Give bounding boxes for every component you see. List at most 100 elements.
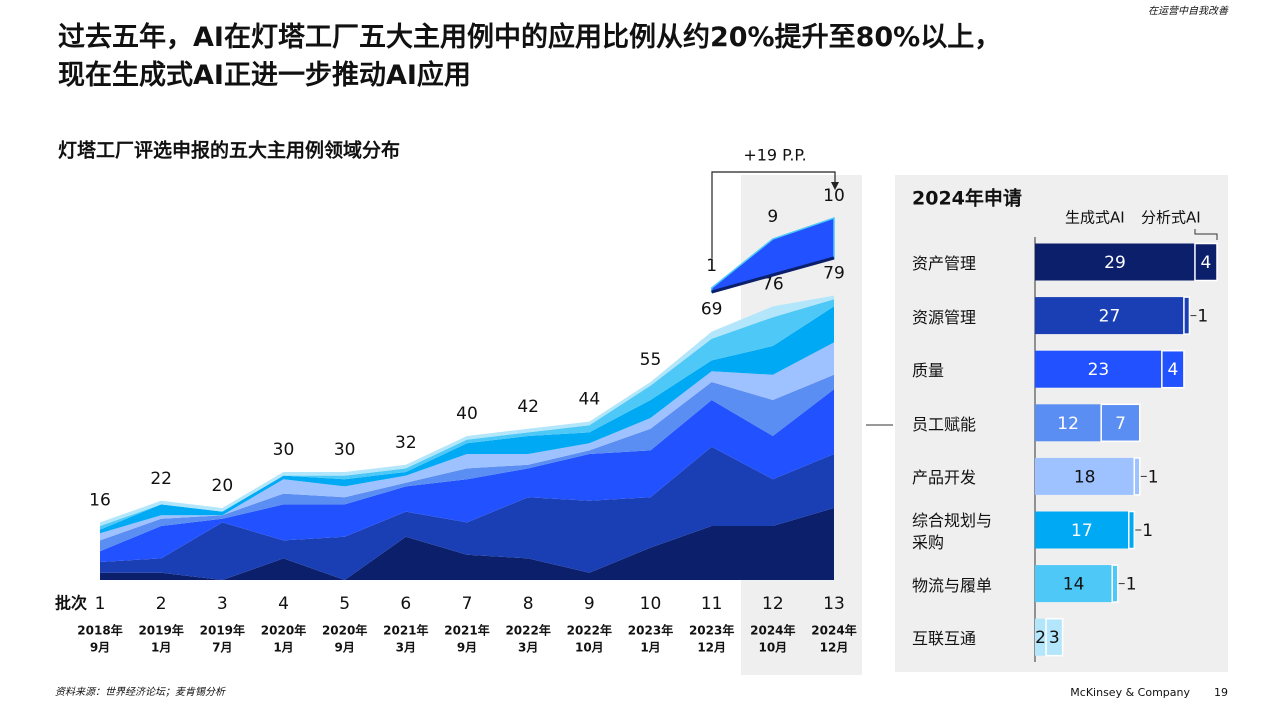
category-text: 员工赋能 bbox=[912, 414, 977, 434]
bar-segment bbox=[1035, 350, 1162, 388]
value-label: 14 bbox=[1063, 575, 1085, 595]
total-label: 30 bbox=[334, 440, 356, 460]
total-label: 79 bbox=[823, 264, 845, 284]
area-layer bbox=[100, 295, 834, 526]
bar-segment bbox=[1111, 564, 1119, 603]
date-label: 12月 bbox=[820, 641, 849, 655]
annotation: +19 P.P. bbox=[743, 146, 806, 165]
category-label: 综合规划与采购 bbox=[912, 511, 993, 552]
x-tick-label: 5 bbox=[339, 594, 350, 614]
bar-segment bbox=[1035, 565, 1113, 603]
date-label: 1月 bbox=[151, 641, 171, 655]
date-label: 2024年 bbox=[811, 623, 856, 638]
category-label: 互联互通 bbox=[912, 629, 977, 649]
page-number: 19 bbox=[1214, 686, 1228, 699]
date-label: 2024年 bbox=[750, 623, 795, 638]
title-line: 现在生成式AI正进一步推动AI应用 bbox=[58, 59, 471, 91]
bar-segment bbox=[1035, 404, 1102, 442]
date-label: 9月 bbox=[90, 641, 110, 655]
corner-note: 在运营中自我改善 bbox=[1148, 5, 1229, 17]
bar-segment bbox=[1035, 511, 1129, 549]
genai-label: 10 bbox=[823, 186, 845, 206]
value-label: 18 bbox=[1074, 467, 1096, 487]
category-text: 综合规划与采购 bbox=[912, 511, 993, 552]
area-layer bbox=[100, 389, 834, 562]
x-tick-label: 13 bbox=[823, 594, 845, 614]
chart-title: 灯塔工厂评选申报的五大主用例领域分布 bbox=[58, 139, 400, 162]
date-label: 3月 bbox=[396, 641, 416, 655]
value-label: 23 bbox=[1088, 360, 1110, 380]
area-layer bbox=[100, 306, 834, 534]
x-tick-label: 4 bbox=[278, 594, 289, 614]
value-label: 1 bbox=[1197, 307, 1208, 327]
category-label: 质量 bbox=[912, 361, 945, 381]
category-label: 物流与履单 bbox=[912, 575, 993, 595]
total-label: 55 bbox=[640, 350, 662, 370]
total-label: 76 bbox=[762, 274, 784, 294]
total-label: 42 bbox=[517, 397, 539, 417]
category-text: 资产管理 bbox=[912, 254, 977, 273]
date-label: 10月 bbox=[575, 641, 604, 655]
category-text: 资源管理 bbox=[912, 307, 977, 327]
area-layer bbox=[100, 446, 834, 580]
value-label: 1 bbox=[1142, 521, 1153, 541]
bracket bbox=[711, 171, 836, 258]
total-label: 40 bbox=[456, 404, 478, 424]
brand: McKinsey & Company bbox=[1070, 686, 1190, 699]
date-label: 2020年 bbox=[261, 623, 306, 638]
date-label: 2021年 bbox=[444, 623, 489, 638]
x-tick-label: 8 bbox=[523, 594, 534, 614]
category-label: 产品开发 bbox=[912, 468, 977, 488]
source: 资料来源：世界经济论坛；麦肯锡分析 bbox=[55, 686, 226, 698]
total-label: 22 bbox=[150, 469, 172, 489]
value-label: 1 bbox=[1126, 575, 1137, 595]
bar-segment bbox=[1183, 296, 1191, 335]
total-label: 20 bbox=[212, 476, 234, 496]
value-label: 4 bbox=[1167, 360, 1178, 380]
value-label: 2 bbox=[1035, 628, 1046, 648]
value-label: 12 bbox=[1057, 414, 1079, 434]
category-label: 员工赋能 bbox=[912, 414, 977, 434]
x-tick-label: 9 bbox=[584, 594, 595, 614]
date-label: 2021年 bbox=[383, 623, 428, 638]
value-label: 27 bbox=[1099, 307, 1121, 327]
genai-base bbox=[711, 256, 835, 294]
date-label: 2019年 bbox=[200, 623, 245, 638]
date-label: 7月 bbox=[212, 641, 232, 655]
date-label: 9月 bbox=[457, 641, 477, 655]
total-label: 32 bbox=[395, 433, 417, 453]
legend-bracket bbox=[1194, 229, 1218, 240]
bar-segment bbox=[1035, 243, 1195, 281]
bracket-arrow bbox=[831, 182, 839, 190]
legend-entry: 分析式AI bbox=[1141, 209, 1201, 227]
category-text: 产品开发 bbox=[912, 468, 977, 488]
bar-segment bbox=[1035, 297, 1184, 335]
x-tick-label: 7 bbox=[462, 594, 473, 614]
legend-entry: 生成式AI bbox=[1065, 209, 1125, 227]
bar-segment bbox=[1133, 457, 1141, 496]
category-text: 质量 bbox=[912, 361, 945, 381]
category-label: 资源管理 bbox=[912, 307, 977, 327]
date-label: 12月 bbox=[697, 641, 726, 655]
title-line: 过去五年，AI在灯塔工厂五大主用例中的应用比例从约20%提升至80%以上， bbox=[58, 21, 1001, 53]
value-label: 7 bbox=[1115, 414, 1126, 434]
x-tick-label: 2 bbox=[156, 594, 167, 614]
x-axis-label: 批次 bbox=[55, 594, 87, 613]
value-label: 3 bbox=[1049, 628, 1060, 648]
x-tick-label: 10 bbox=[640, 594, 662, 614]
total-label: 16 bbox=[89, 490, 111, 510]
genai-label: 9 bbox=[767, 207, 778, 227]
area-layer bbox=[100, 508, 834, 580]
date-label: 2023年 bbox=[689, 623, 734, 638]
category-text: 物流与履单 bbox=[912, 575, 993, 595]
bar-segment bbox=[1128, 510, 1136, 550]
date-label: 2023年 bbox=[628, 623, 673, 638]
category-text: 互联互通 bbox=[912, 629, 977, 649]
date-label: 2022年 bbox=[567, 623, 612, 638]
total-label: 44 bbox=[579, 390, 601, 410]
value-label: 1 bbox=[1148, 467, 1159, 487]
date-label: 1月 bbox=[640, 641, 660, 655]
date-label: 2022年 bbox=[505, 623, 550, 638]
bar-segment bbox=[1194, 242, 1218, 282]
